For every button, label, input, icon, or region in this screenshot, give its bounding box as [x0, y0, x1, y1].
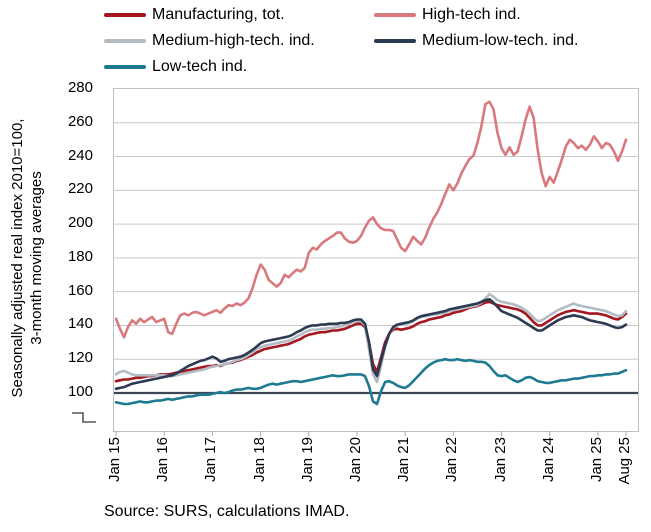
y-tick-label: 120 [67, 349, 93, 367]
x-tick-label: Jan 15 [106, 437, 123, 483]
legend-item-high-tech-ind: High-tech ind. [374, 4, 579, 25]
y-tick-label: 100 [67, 383, 93, 400]
x-tick-label: Jan 21 [395, 437, 413, 483]
x-tick-label: Jan 20 [346, 437, 364, 483]
y-tick-label: 220 [67, 180, 93, 198]
series-line-high-tech-ind [114, 100, 628, 339]
chart-canvas [114, 100, 638, 436]
series-line-low-tech-ind [114, 357, 628, 406]
legend-swatch-icon [104, 12, 146, 17]
x-tick-label: Jan 18 [250, 437, 268, 483]
y-tick-label: 280 [67, 79, 93, 96]
legend-swatch-icon [374, 12, 416, 17]
x-tick-label: Jan 23 [491, 437, 509, 483]
x-tick-label: Jan 17 [202, 437, 220, 483]
legend-swatch-icon [104, 64, 146, 69]
legend-label: High-tech ind. [422, 6, 521, 23]
x-tick-label: Jan 16 [154, 437, 172, 483]
legend-swatch-icon [374, 38, 416, 43]
legend-item-low-tech-ind: Low-tech ind. [104, 56, 374, 77]
legend-item-manufacturing-tot: Manufacturing, tot. [104, 4, 374, 25]
x-tick-label: Jan 24 [539, 437, 557, 483]
y-tick-label: 240 [67, 146, 93, 164]
series-line-medium-low-tech-ind [114, 298, 628, 391]
y-tick-label: 200 [67, 214, 93, 232]
plot-area [113, 88, 639, 436]
y-axis-title: Seasonally adjusted real index 2010=100,… [8, 78, 48, 438]
y-axis-title-line1: Seasonally adjusted real index 2010=100, [9, 118, 26, 398]
legend-label: Low-tech ind. [152, 58, 248, 75]
y-tick-label: 140 [67, 315, 93, 333]
y-axis-title-line2: 3-month moving averages [28, 171, 45, 345]
y-tick-label: 260 [67, 112, 93, 130]
x-tick-label: Jan 25 [587, 437, 605, 483]
legend-swatch-icon [104, 38, 146, 43]
x-tick-label: Aug 25 [616, 437, 633, 485]
x-tick-label: Jan 19 [298, 437, 316, 483]
legend: Manufacturing, tot. High-tech ind. Medium-… [104, 4, 579, 77]
y-tick-label: 160 [67, 281, 93, 299]
y-tick-label: 180 [67, 247, 93, 265]
legend-label: Manufacturing, tot. [152, 6, 285, 23]
x-tick-label: Jan 22 [443, 437, 461, 483]
legend-item-medium-high-tech-ind: Medium-high-tech. ind. [104, 30, 374, 51]
source-note: Source: SURS, calculations IMAD. [104, 503, 350, 520]
axis-break-icon [72, 412, 96, 423]
legend-label: Medium-high-tech. ind. [152, 32, 315, 49]
legend-label: Medium-low-tech. ind. [422, 32, 579, 49]
legend-item-medium-low-tech-ind: Medium-low-tech. ind. [374, 30, 579, 51]
